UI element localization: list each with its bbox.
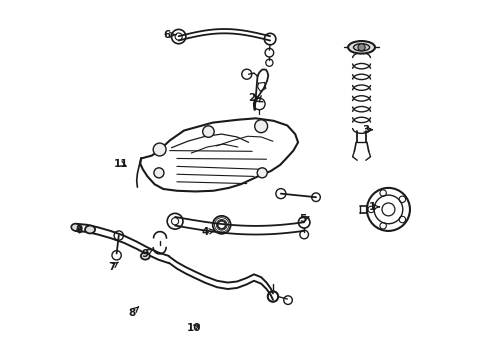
Circle shape	[153, 143, 166, 156]
Ellipse shape	[353, 44, 369, 51]
Text: 9: 9	[142, 248, 152, 258]
Text: 2: 2	[248, 93, 259, 103]
Text: 3: 3	[362, 125, 372, 135]
Circle shape	[203, 126, 214, 137]
Circle shape	[257, 168, 267, 178]
Text: 7: 7	[108, 262, 118, 272]
Circle shape	[255, 120, 268, 133]
Ellipse shape	[141, 252, 150, 260]
Circle shape	[358, 44, 365, 51]
Text: 8: 8	[75, 225, 83, 235]
Text: 11: 11	[114, 159, 128, 169]
Text: 8: 8	[128, 307, 139, 318]
Text: 10: 10	[187, 323, 201, 333]
Circle shape	[154, 168, 164, 178]
Ellipse shape	[348, 41, 375, 54]
Text: 5: 5	[299, 215, 309, 224]
Text: 1: 1	[369, 202, 379, 212]
Text: 4: 4	[202, 227, 215, 237]
Ellipse shape	[71, 224, 80, 231]
Ellipse shape	[85, 226, 95, 233]
Text: 6: 6	[163, 30, 176, 40]
